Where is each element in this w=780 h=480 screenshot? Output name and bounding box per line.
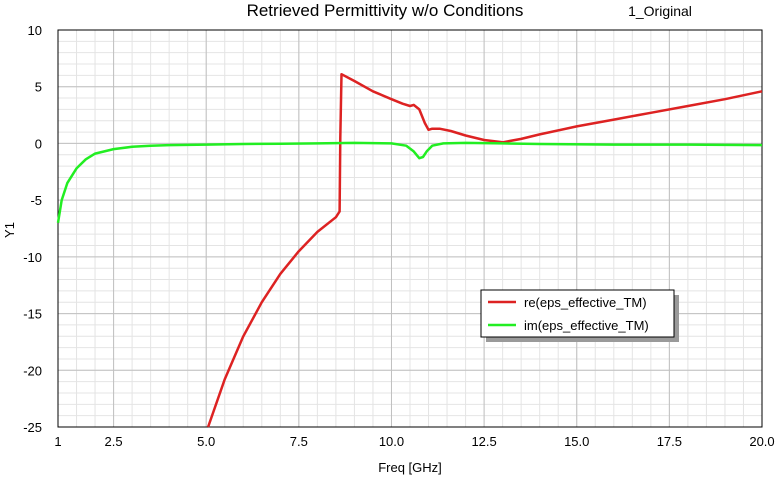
legend-label-re: re(eps_effective_TM) [524,295,647,310]
grid [57,29,763,428]
y-tick-label: -20 [23,363,42,378]
y-tick-label: 10 [28,23,42,38]
plot-area [57,29,763,428]
y-tick-label: -25 [23,420,42,435]
y-tick-label: -15 [23,307,42,322]
legend: re(eps_effective_TM) im(eps_effective_TM… [480,289,679,342]
x-tick-label: 10.0 [379,434,404,449]
series-line-im [56,141,763,224]
x-axis-label: Freq [GHz] [378,460,442,475]
y-tick-label: 0 [35,136,42,151]
x-tick-label: 7.5 [290,434,308,449]
legend-box [480,289,675,338]
y-tick-label: 5 [35,80,42,95]
chart-title: Retrieved Permittivity w/o Conditions [247,1,524,20]
x-tick-label: 20.0 [749,434,774,449]
legend-label-im: im(eps_effective_TM) [524,318,649,333]
x-tick-label: 17.5 [657,434,682,449]
x-axis: 1 2.5 5.0 7.5 10.0 12.5 15.0 17.5 20.0 [54,434,774,449]
x-tick-label: 1 [54,434,61,449]
y-tick-label: -10 [23,250,42,265]
chart-subtitle: 1_Original [628,3,692,19]
x-tick-label: 5.0 [197,434,215,449]
y-tick-label: -5 [30,193,42,208]
x-tick-label: 15.0 [564,434,589,449]
series-lines [56,72,763,428]
y-axis-label: Y1 [2,222,17,238]
series-line-re [206,72,763,428]
y-axis: 10 5 0 -5 -10 -15 -20 -25 [23,23,42,435]
x-tick-label: 2.5 [105,434,123,449]
x-tick-label: 12.5 [471,434,496,449]
